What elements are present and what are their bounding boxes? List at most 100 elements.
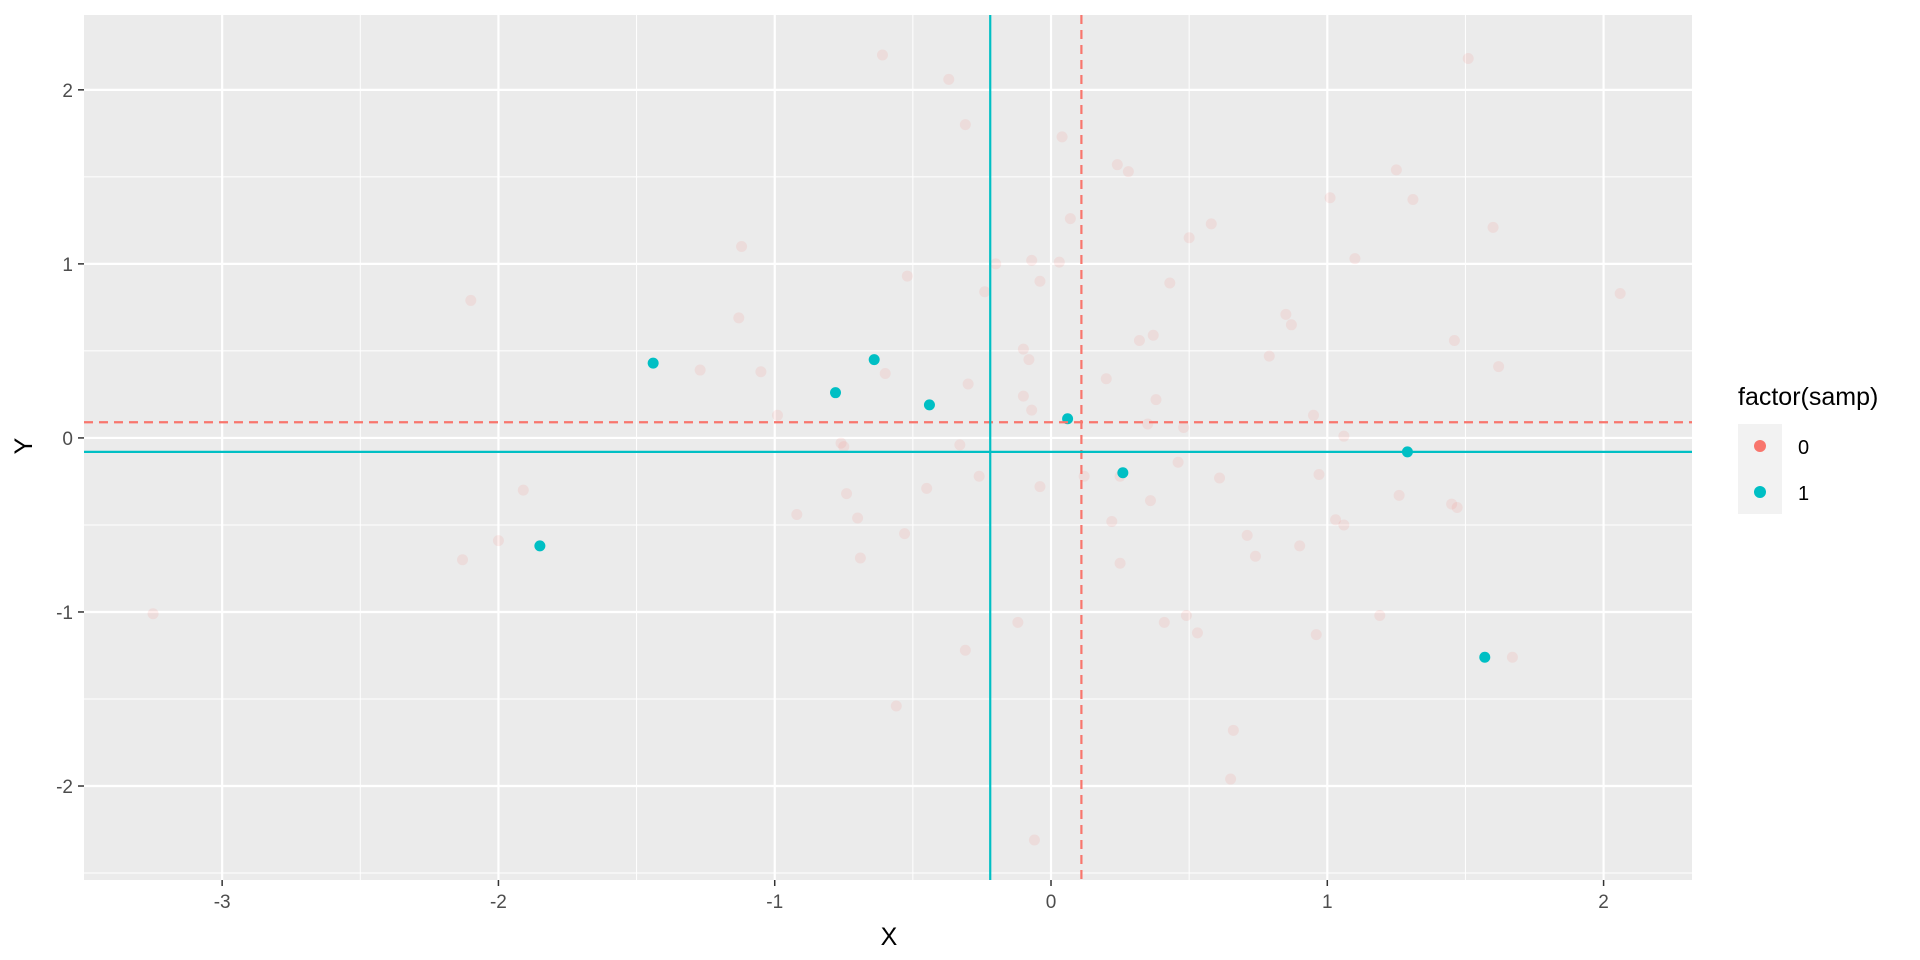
data-point-series-0 bbox=[755, 366, 767, 378]
data-point-series-0 bbox=[959, 644, 971, 656]
legend: factor(samp) 0 1 bbox=[1738, 383, 1878, 514]
data-point-series-0 bbox=[1012, 616, 1024, 628]
data-point-series-0 bbox=[1280, 308, 1292, 320]
data-point-series-0 bbox=[1034, 481, 1046, 493]
data-point-series-0 bbox=[852, 512, 864, 524]
data-point-series-0 bbox=[1310, 629, 1322, 641]
data-point-series-0 bbox=[1285, 319, 1297, 331]
legend-key-1 bbox=[1754, 486, 1766, 498]
data-point-series-0 bbox=[841, 488, 853, 500]
y-tick-label: 2 bbox=[62, 81, 73, 102]
data-point-series-0 bbox=[1487, 221, 1499, 233]
data-point-series-0 bbox=[1147, 329, 1159, 341]
data-point-series-0 bbox=[876, 49, 888, 61]
data-point-series-0 bbox=[791, 509, 803, 521]
legend-label-0: 0 bbox=[1798, 437, 1809, 459]
data-point-series-0 bbox=[1338, 430, 1350, 442]
data-point-series-0 bbox=[1263, 350, 1275, 362]
data-point-series-0 bbox=[1307, 409, 1319, 421]
grid-lines bbox=[84, 15, 1692, 880]
data-point-series-0 bbox=[1106, 515, 1118, 527]
data-point-series-0 bbox=[736, 240, 748, 252]
data-point-series-0 bbox=[1183, 232, 1195, 244]
data-point-series-0 bbox=[990, 258, 1002, 270]
data-point-series-0 bbox=[1493, 361, 1505, 373]
y-axis-title: Y bbox=[10, 437, 38, 454]
data-point-series-0 bbox=[1023, 354, 1035, 366]
data-point-series-0 bbox=[1390, 164, 1402, 176]
data-point-series-0 bbox=[1393, 489, 1405, 501]
data-point-series-0 bbox=[1446, 498, 1458, 510]
data-point-series-0 bbox=[1034, 275, 1046, 287]
data-point-series-0 bbox=[1374, 609, 1386, 621]
data-point-series-1 bbox=[1117, 467, 1129, 479]
data-point-series-0 bbox=[854, 552, 866, 564]
data-point-series-0 bbox=[973, 470, 985, 482]
data-point-series-0 bbox=[1241, 529, 1253, 541]
data-point-series-0 bbox=[1506, 651, 1518, 663]
data-point-series-0 bbox=[901, 270, 913, 282]
data-point-series-0 bbox=[1249, 550, 1261, 562]
data-point-series-0 bbox=[517, 484, 529, 496]
data-point-series-0 bbox=[1191, 627, 1203, 639]
data-point-series-0 bbox=[1114, 557, 1126, 569]
data-point-series-1 bbox=[647, 357, 659, 369]
data-point-series-0 bbox=[457, 554, 469, 566]
x-tick-label: 0 bbox=[1046, 892, 1057, 913]
data-point-series-0 bbox=[492, 535, 504, 547]
data-point-series-0 bbox=[962, 378, 974, 390]
legend-key-background bbox=[1738, 424, 1782, 514]
data-point-series-0 bbox=[1462, 53, 1474, 65]
data-point-series-0 bbox=[1451, 502, 1463, 514]
data-point-series-0 bbox=[943, 73, 955, 85]
data-point-series-0 bbox=[979, 286, 991, 298]
panel-background bbox=[84, 15, 1692, 880]
legend-title: factor(samp) bbox=[1738, 383, 1878, 411]
legend-keys bbox=[1754, 440, 1766, 498]
data-point-series-0 bbox=[1178, 421, 1190, 433]
data-point-series-0 bbox=[890, 700, 902, 712]
x-tick-label: -2 bbox=[490, 892, 507, 913]
data-point-series-0 bbox=[1614, 287, 1626, 299]
data-point-series-0 bbox=[1180, 609, 1192, 621]
data-point-series-0 bbox=[771, 409, 783, 421]
data-point-series-1 bbox=[923, 399, 935, 411]
data-point-series-0 bbox=[1064, 213, 1076, 225]
axes: -3 -2 -1 0 1 2 -2 -1 0 1 2 bbox=[56, 81, 1609, 913]
x-tick-label: -1 bbox=[766, 892, 783, 913]
x-tick-label: -3 bbox=[214, 892, 231, 913]
y-tick-label: 0 bbox=[62, 429, 73, 450]
data-point-series-0 bbox=[694, 364, 706, 376]
data-point-series-0 bbox=[733, 312, 745, 324]
data-point-series-0 bbox=[1164, 277, 1176, 289]
data-point-series-0 bbox=[1407, 193, 1419, 205]
data-point-series-0 bbox=[921, 482, 933, 494]
data-point-series-0 bbox=[1053, 256, 1065, 268]
data-point-series-0 bbox=[1150, 394, 1162, 406]
data-point-series-0 bbox=[1227, 724, 1239, 736]
data-point-series-0 bbox=[959, 119, 971, 131]
data-point-series-0 bbox=[879, 368, 891, 380]
x-tick-label: 2 bbox=[1598, 892, 1609, 913]
data-point-series-0 bbox=[1133, 334, 1145, 346]
data-point-series-1 bbox=[534, 540, 546, 552]
legend-key-0 bbox=[1754, 440, 1766, 452]
data-point-series-0 bbox=[1205, 218, 1217, 230]
data-point-series-0 bbox=[838, 441, 850, 453]
plot-panel bbox=[84, 15, 1692, 880]
data-points bbox=[147, 49, 1626, 846]
data-point-series-1 bbox=[868, 354, 880, 366]
data-point-series-0 bbox=[1330, 514, 1342, 526]
data-point-series-0 bbox=[1017, 390, 1029, 402]
x-tick-label: 1 bbox=[1322, 892, 1333, 913]
data-point-series-0 bbox=[465, 294, 477, 306]
y-tick-label: -2 bbox=[56, 777, 73, 798]
data-point-series-1 bbox=[830, 387, 842, 399]
reference-lines bbox=[84, 15, 1692, 880]
y-tick-label: -1 bbox=[56, 603, 73, 624]
data-point-series-0 bbox=[1144, 495, 1156, 507]
data-point-series-0 bbox=[1111, 159, 1123, 171]
data-point-series-1 bbox=[1479, 651, 1491, 663]
data-point-series-0 bbox=[1349, 253, 1361, 265]
